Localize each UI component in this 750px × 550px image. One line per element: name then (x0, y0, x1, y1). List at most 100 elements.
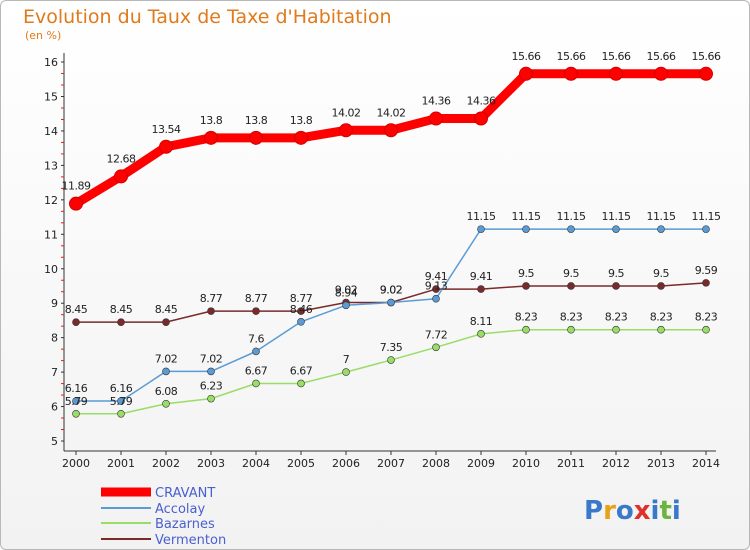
data-point (567, 282, 575, 290)
data-label: 9.5 (653, 267, 669, 280)
data-point (657, 282, 665, 290)
data-label: 5.79 (110, 395, 133, 408)
data-point (162, 318, 170, 326)
data-point (252, 347, 260, 356)
data-point (162, 367, 170, 376)
data-label: 8.45 (65, 303, 88, 316)
y-tick-label: 9 (51, 297, 58, 310)
x-tick-label: 2004 (242, 457, 270, 470)
data-label: 9.41 (470, 270, 493, 283)
y-tick-label: 14 (44, 125, 58, 138)
x-tick-label: 2010 (512, 457, 540, 470)
x-tick-label: 2009 (467, 457, 495, 470)
x-tick-label: 2013 (647, 457, 675, 470)
data-label: 8.77 (290, 292, 313, 305)
data-label: 9.5 (518, 267, 534, 280)
y-tick-label: 13 (44, 159, 58, 172)
y-tick-label: 6 (51, 401, 58, 414)
y-tick-label: 15 (44, 91, 58, 104)
data-point (702, 279, 710, 287)
data-label: 8.45 (110, 303, 133, 316)
data-label: 6.16 (65, 382, 88, 395)
data-point (294, 130, 308, 145)
data-point (612, 325, 620, 334)
x-tick-label: 2002 (152, 457, 180, 470)
data-point (117, 397, 125, 405)
data-label: 9.02 (335, 284, 358, 297)
y-tick-label: 10 (44, 263, 58, 276)
data-point (477, 225, 485, 233)
x-tick-label: 2012 (602, 457, 630, 470)
y-tick-label: 12 (44, 194, 58, 207)
chart-title: Evolution du Taux de Taxe d'Habitation (23, 6, 392, 28)
data-label: 9.5 (608, 267, 624, 280)
data-point (609, 66, 623, 81)
data-label: 11.15 (647, 210, 676, 223)
y-tick-label: 7 (51, 366, 58, 379)
y-tick-label: 11 (44, 228, 58, 241)
data-label: 8.23 (560, 311, 583, 324)
data-label: 9.02 (380, 284, 403, 297)
y-tick-label: 16 (44, 56, 58, 69)
data-label: 8.45 (155, 303, 178, 316)
y-tick-label: 8 (51, 332, 58, 345)
data-point (159, 139, 173, 154)
data-label: 14.36 (467, 95, 496, 108)
x-tick-label: 2011 (557, 457, 585, 470)
data-label: 9.59 (695, 264, 718, 277)
data-point (207, 394, 215, 403)
data-label: 14.02 (332, 106, 361, 119)
data-label: 6.08 (155, 385, 178, 398)
legend-label: Bazarnes (155, 517, 215, 532)
data-point (249, 130, 263, 145)
data-point (384, 123, 398, 138)
data-label: 14.02 (377, 106, 406, 119)
data-label: 15.66 (692, 50, 721, 63)
data-label: 13.8 (245, 114, 268, 127)
x-tick-label: 2001 (107, 457, 135, 470)
data-point (702, 225, 710, 233)
data-point (297, 379, 305, 388)
x-tick-label: 2000 (62, 457, 90, 470)
data-label: 8.77 (200, 292, 223, 305)
legend-label: Accolay (155, 502, 205, 517)
data-label: 11.15 (467, 210, 496, 223)
data-label: 12.68 (107, 152, 136, 165)
x-tick-label: 2005 (287, 457, 315, 470)
legend-label: CRAVANT (155, 486, 215, 501)
chart-subtitle: (en %) (25, 29, 62, 42)
data-label: 8.23 (605, 311, 628, 324)
data-point (567, 225, 575, 233)
x-tick-label: 2006 (332, 457, 360, 470)
data-label: 7 (343, 353, 350, 366)
data-point (72, 409, 80, 418)
data-point (252, 307, 260, 315)
data-label: 8.23 (695, 311, 718, 324)
data-point (702, 325, 710, 334)
data-label: 13.8 (290, 114, 313, 127)
x-tick-label: 2014 (692, 457, 720, 470)
data-point (432, 294, 440, 303)
data-point (522, 225, 530, 233)
data-label: 8.46 (290, 303, 313, 316)
data-point (342, 301, 350, 310)
data-point (162, 399, 170, 408)
data-point (387, 298, 395, 307)
data-label: 6.67 (245, 364, 268, 377)
data-label: 8.77 (245, 292, 268, 305)
data-point (564, 66, 578, 81)
data-point (519, 66, 533, 81)
data-label: 11.15 (692, 210, 721, 223)
data-label: 14.36 (422, 95, 451, 108)
data-label: 8.23 (650, 311, 673, 324)
data-point (204, 130, 218, 145)
data-label: 8.94 (335, 286, 358, 299)
data-point (699, 66, 713, 81)
data-label: 8.23 (515, 311, 538, 324)
data-label: 11.15 (512, 210, 541, 223)
data-label: 9.02 (380, 284, 403, 297)
data-point (114, 169, 128, 184)
data-point (477, 285, 485, 293)
